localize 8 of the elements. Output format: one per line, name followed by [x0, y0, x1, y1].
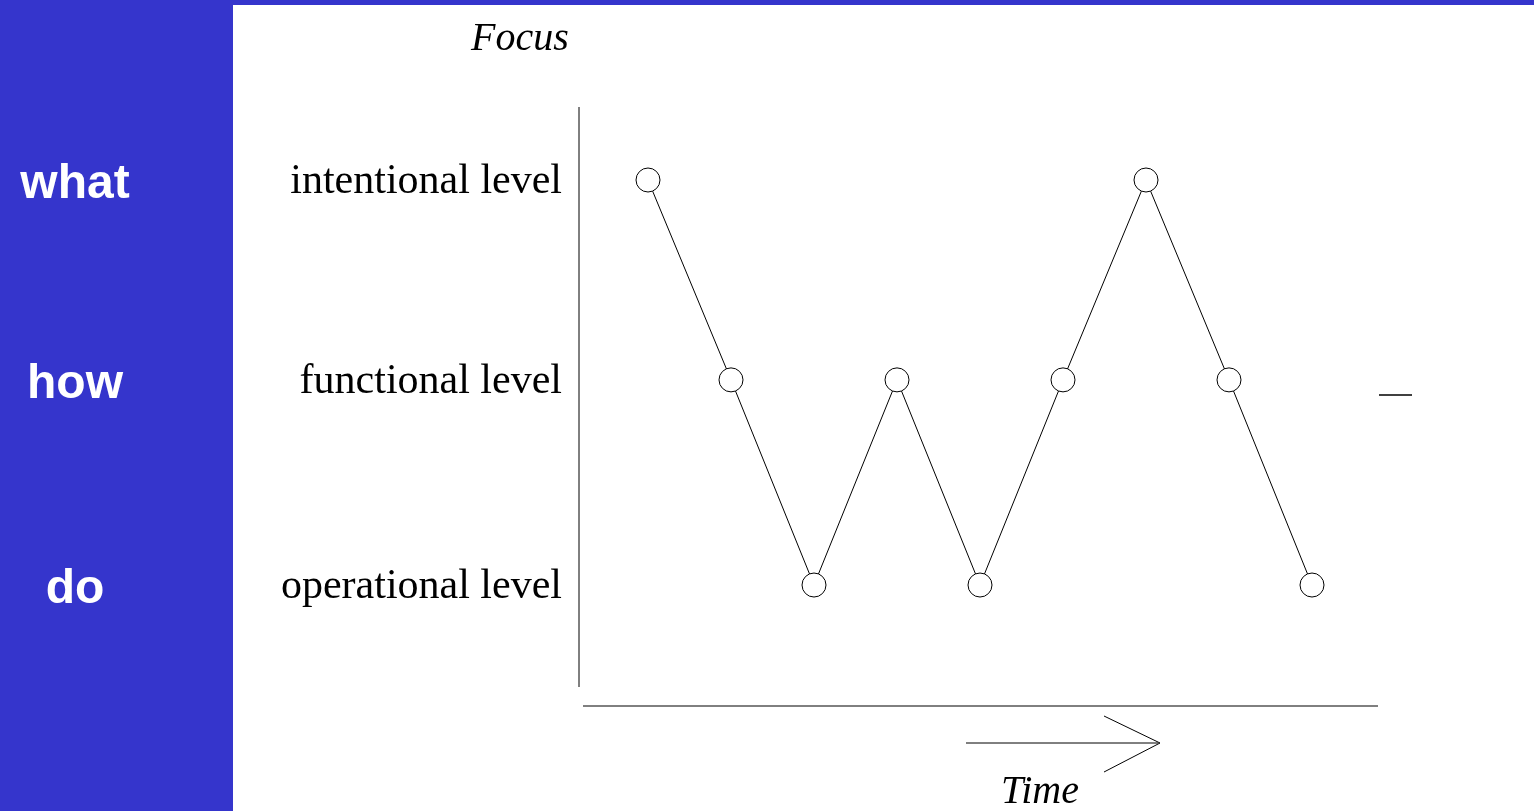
- text: operational level: [280, 561, 562, 608]
- text: do: [45, 560, 105, 614]
- text: what: [19, 155, 130, 208]
- y-axis-title: Focus: [470, 14, 569, 59]
- text: functional level: [299, 355, 562, 402]
- text: intentional level: [290, 156, 562, 202]
- text: how: [27, 354, 124, 408]
- x-axis-title: Time: [1001, 767, 1079, 811]
